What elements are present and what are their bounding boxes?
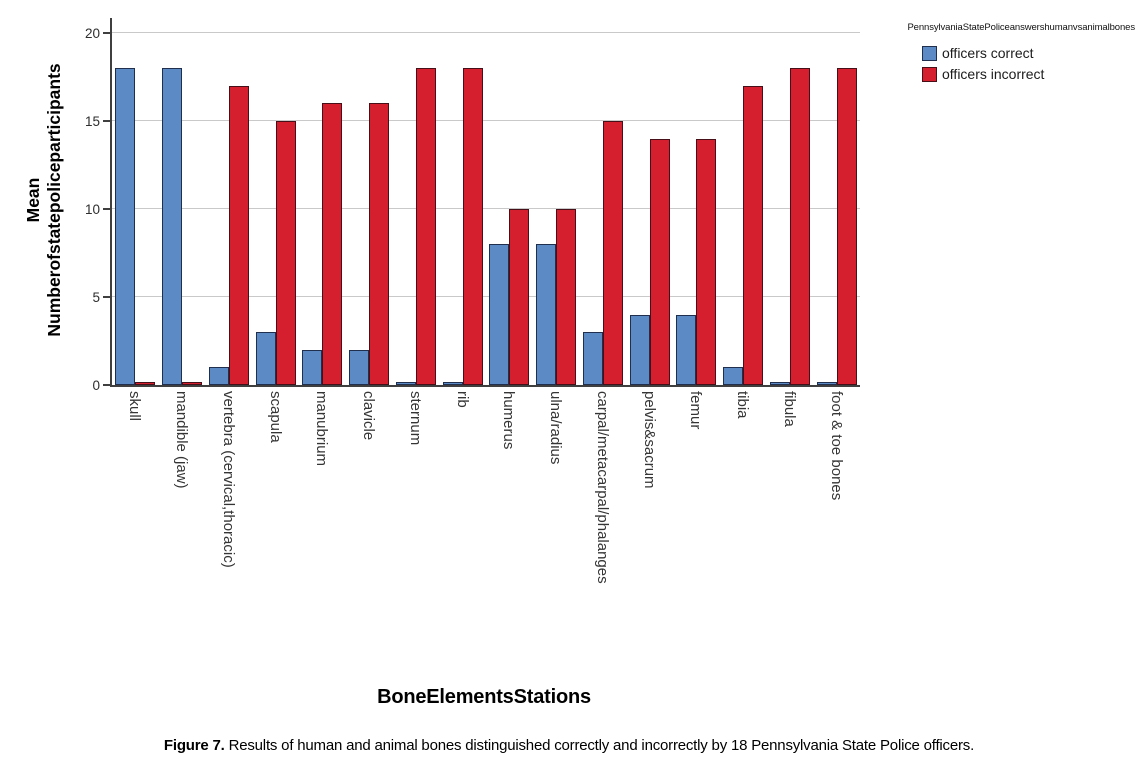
- bar-group: tibia: [720, 33, 767, 419]
- bar-group: pelvis&sacrum: [626, 33, 673, 489]
- gridline: [112, 208, 860, 209]
- bar-group: foot & toe bones: [813, 33, 860, 500]
- plot-area: 0 5 10 15 20 skull mandible (jaw) vertebra (ce…: [85, 18, 860, 584]
- x-axis-title: BoneElementsStations: [377, 686, 591, 708]
- bar-officers-incorrect: [462, 68, 483, 385]
- x-axis-category-label: tibia: [734, 391, 752, 419]
- x-axis-category-label: vertebra (cervical,thoracic): [219, 391, 237, 568]
- bar-officers-incorrect: [415, 68, 436, 385]
- bar-officers-incorrect: [836, 68, 857, 385]
- figure-caption: Figure 7. Results of human and animal bo…: [0, 737, 1138, 754]
- bar-officers-incorrect: [182, 382, 203, 385]
- legend: officers correct officers incorrect: [922, 45, 1044, 82]
- bar-group: rib: [439, 33, 486, 408]
- y-axis-tick-mark: [103, 296, 111, 298]
- y-axis-tick-label: 10: [84, 202, 100, 217]
- bar-officers-incorrect: [322, 103, 343, 385]
- bar-officers-correct: [349, 349, 370, 385]
- bar-group: manubrium: [299, 33, 346, 466]
- x-axis-category-label: ulna/radius: [547, 391, 565, 465]
- gridline: [112, 296, 860, 297]
- bar-officers-correct: [162, 68, 183, 385]
- y-axis-tick-label: 0: [92, 378, 100, 393]
- y-axis-tick-label: 20: [84, 26, 100, 41]
- bar-group: skull: [112, 33, 159, 421]
- y-axis-title-line2: Numberofstatepoliceparticipants: [44, 63, 64, 337]
- bar-officers-correct: [208, 367, 229, 385]
- bar-officers-correct: [395, 382, 416, 385]
- x-axis-category-label: rib: [453, 391, 471, 408]
- bar-officers-correct: [442, 382, 463, 385]
- y-axis-title: Mean Numberofstatepoliceparticipants: [23, 15, 67, 385]
- bar-officers-correct: [676, 314, 697, 385]
- y-axis-tick-mark: [103, 208, 111, 210]
- bar-officers-incorrect: [789, 68, 810, 385]
- bar-group: humerus: [486, 33, 533, 449]
- y-axis-tick-mark: [103, 120, 111, 122]
- legend-swatch-incorrect-icon: [922, 66, 937, 82]
- gridline: [112, 32, 860, 33]
- bar-group: clavicle: [346, 33, 393, 440]
- x-axis-category-label: humerus: [500, 391, 518, 450]
- legend-item-officers-correct: officers correct: [922, 45, 1044, 61]
- caption-text: Results of human and animal bones distin…: [224, 737, 975, 754]
- legend-label-incorrect: officers incorrect: [942, 66, 1045, 82]
- x-axis-category-label: carpal/metacarpal/phalanges: [593, 391, 611, 584]
- bar-group: carpal/metacarpal/phalanges: [580, 33, 627, 584]
- bar-officers-incorrect: [743, 85, 764, 385]
- bar-group: ulna/radius: [533, 33, 580, 464]
- legend-swatch-correct-icon: [922, 45, 937, 61]
- x-axis-category-label: sternum: [406, 391, 424, 446]
- y-axis-tick-mark: [103, 384, 111, 386]
- x-axis-category-label: foot & toe bones: [827, 391, 845, 501]
- legend-item-officers-incorrect: officers incorrect: [922, 66, 1044, 82]
- x-axis-category-label: skull: [126, 391, 144, 422]
- bar-officers-incorrect: [275, 121, 296, 385]
- bar-officers-incorrect: [228, 85, 249, 385]
- bar-group: fibula: [767, 33, 814, 427]
- bar-officers-correct: [536, 244, 557, 385]
- bar-officers-incorrect: [602, 121, 623, 385]
- legend-title: PennsylvaniaStatePoliceanswershumanvsani…: [907, 22, 1135, 33]
- x-axis-category-label: femur: [687, 391, 705, 430]
- bar-group: vertebra (cervical,thoracic): [206, 33, 253, 568]
- bar-group: femur: [673, 33, 720, 429]
- y-axis-tick-mark: [103, 32, 111, 34]
- x-axis-category-label: pelvis&sacrum: [640, 391, 658, 489]
- x-axis-category-label: mandible (jaw): [173, 391, 191, 489]
- x-axis-category-label: fibula: [780, 391, 798, 427]
- bar-officers-correct: [489, 244, 510, 385]
- bar-group: sternum: [393, 33, 440, 445]
- bar-officers-correct: [816, 382, 837, 385]
- bar-groups: skull mandible (jaw) vertebra (cervical,th…: [112, 33, 860, 584]
- legend-label-correct: officers correct: [942, 45, 1034, 61]
- bar-officers-correct: [769, 382, 790, 385]
- bar-group: mandible (jaw): [159, 33, 206, 489]
- bar-officers-incorrect: [696, 138, 717, 385]
- bar-officers-incorrect: [556, 209, 577, 385]
- caption-label: Figure 7.: [163, 737, 225, 754]
- bar-officers-correct: [255, 332, 276, 385]
- x-axis-category-label: manubrium: [313, 391, 331, 467]
- y-axis-tick-label: 5: [92, 290, 100, 305]
- bar-officers-correct: [582, 332, 603, 385]
- bar-group: scapula: [252, 33, 299, 443]
- gridline: [112, 120, 860, 121]
- bar-officers-incorrect: [135, 382, 156, 385]
- y-axis-tick-label: 15: [84, 114, 100, 129]
- bar-officers-correct: [302, 349, 323, 385]
- x-axis-category-label: scapula: [266, 391, 284, 443]
- bar-officers-incorrect: [649, 138, 670, 385]
- bar-officers-correct: [723, 367, 744, 385]
- x-axis-category-label: clavicle: [360, 391, 378, 441]
- bar-officers-correct: [115, 68, 136, 385]
- bar-officers-correct: [629, 314, 650, 385]
- bar-officers-incorrect: [509, 209, 530, 385]
- bar-officers-incorrect: [369, 103, 390, 385]
- y-axis-title-line1: Mean: [23, 177, 43, 223]
